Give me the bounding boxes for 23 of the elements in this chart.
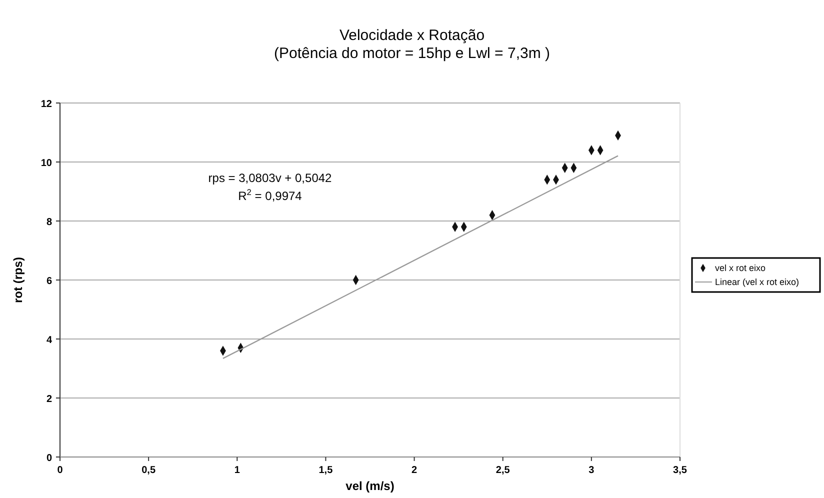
- x-tick-label: 2,5: [496, 465, 510, 476]
- legend-label: Linear (vel x rot eixo): [715, 277, 800, 287]
- y-tick-label: 12: [40, 99, 52, 110]
- y-tick-label: 2: [46, 394, 52, 405]
- annotation: rps = 3,0803v + 0,5042: [208, 171, 332, 185]
- x-tick-label: 3: [588, 465, 595, 476]
- y-tick-label: 6: [46, 276, 52, 287]
- y-tick-label: 8: [46, 217, 52, 228]
- x-axis-title: vel (m/s): [346, 479, 394, 493]
- annotation: R$^{2}$ = 0,9974: [238, 187, 302, 203]
- x-tick-label: 0,5: [142, 465, 156, 476]
- x-tick-label: 3,5: [673, 465, 688, 476]
- x-tick-label: 2: [412, 465, 418, 476]
- chart-title: Velocidade x Rotação: [339, 27, 485, 44]
- legend-label: vel x rot eixo: [715, 263, 766, 273]
- chart-subtitle: (Potência do motor = 15hp e Lwl = 7,3m ): [274, 45, 550, 62]
- y-tick-label: 4: [46, 335, 52, 346]
- y-axis-title: rot (rps): [11, 257, 25, 303]
- y-tick-label: 0: [46, 453, 52, 464]
- x-tick-label: 1: [234, 465, 240, 476]
- x-tick-label: 0: [57, 465, 64, 476]
- y-tick-label: 10: [40, 158, 52, 169]
- x-tick-label: 1,5: [318, 465, 334, 476]
